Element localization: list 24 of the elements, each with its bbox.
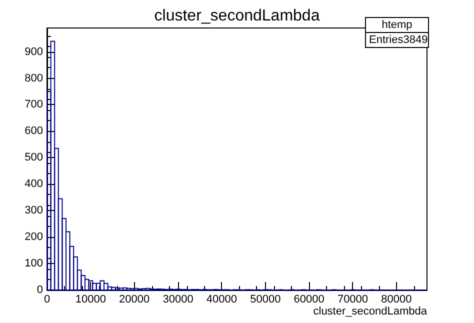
y-tick-label: 500 <box>24 152 43 164</box>
y-tick-label: 300 <box>24 204 43 217</box>
x-tick-label: 60000 <box>294 294 324 306</box>
y-tick-label: 0 <box>36 284 43 296</box>
annotation: htemp <box>366 18 428 33</box>
annotation: 3849 <box>403 34 428 46</box>
y-tick-label: 900 <box>24 46 43 58</box>
x-axis-title: cluster_secondLambda <box>313 306 428 318</box>
x-tick-label: 50000 <box>250 294 281 306</box>
x-tick-label: 40000 <box>206 294 238 306</box>
y-tick-label: 100 <box>24 258 43 270</box>
y-tick-label: 600 <box>24 125 43 138</box>
x-tick-label: 70000 <box>337 294 368 306</box>
x-tick-label: 30000 <box>162 294 194 306</box>
chart-title: cluster_secondLambda <box>154 8 320 24</box>
y-tick-label: 200 <box>24 231 43 244</box>
y-tick-label: 700 <box>24 98 43 111</box>
x-tick-label: 20000 <box>119 294 150 306</box>
y-tick-label: 800 <box>24 72 43 84</box>
x-tick-label: 10000 <box>75 294 106 306</box>
x-tick-label: 80000 <box>381 294 412 306</box>
annotation: Entries <box>369 34 404 46</box>
x-tick-label: 0 <box>44 294 50 306</box>
y-tick-label: 400 <box>24 178 43 190</box>
